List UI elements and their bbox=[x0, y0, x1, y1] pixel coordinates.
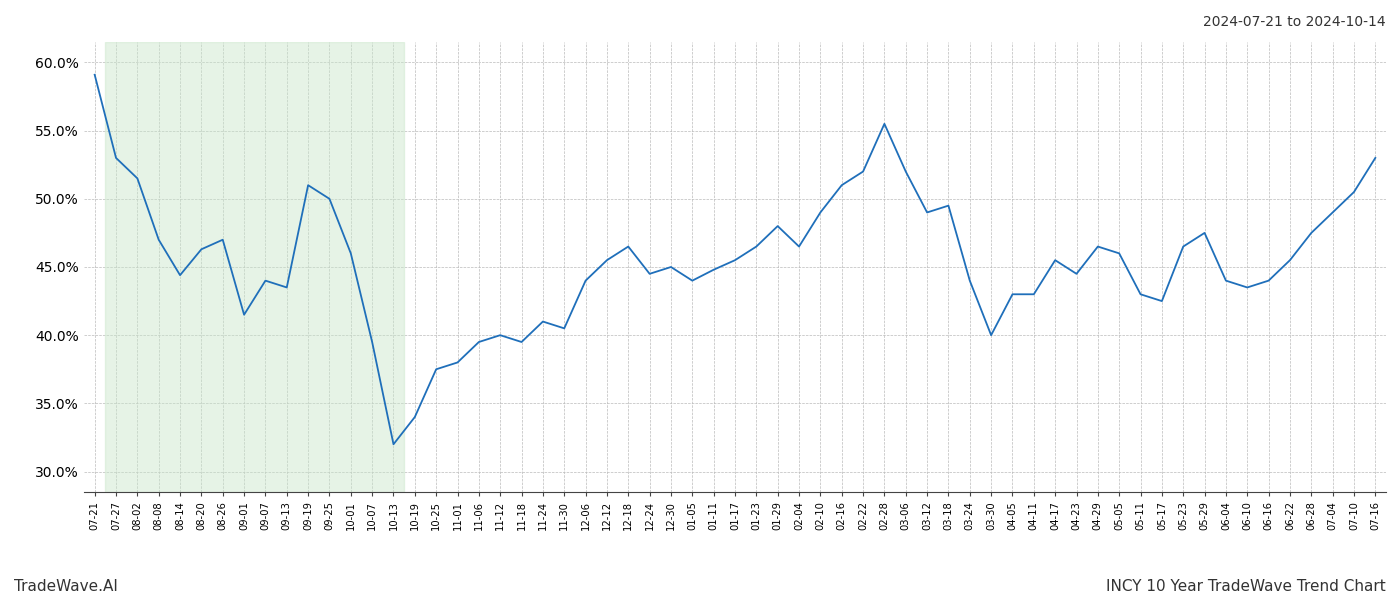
Text: TradeWave.AI: TradeWave.AI bbox=[14, 579, 118, 594]
Text: 2024-07-21 to 2024-10-14: 2024-07-21 to 2024-10-14 bbox=[1204, 15, 1386, 29]
Text: INCY 10 Year TradeWave Trend Chart: INCY 10 Year TradeWave Trend Chart bbox=[1106, 579, 1386, 594]
Bar bbox=[105, 42, 405, 492]
